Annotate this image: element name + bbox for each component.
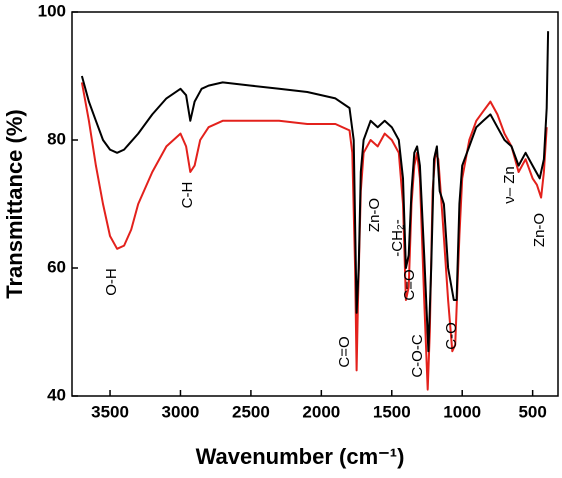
x-tick-label: 1500 (373, 402, 411, 421)
y-axis-title: Transmittance (%) (2, 109, 27, 299)
peak-annotation: C-O (443, 322, 460, 350)
plot-frame (71, 11, 559, 397)
x-axis-title: Wavenumber (cm⁻¹) (196, 444, 405, 469)
peak-annotation: C-H (179, 182, 196, 209)
peak-annotation: Zn-O (366, 198, 383, 232)
y-tick-label: 100 (38, 1, 66, 20)
peak-annotation: Zn-O (531, 213, 548, 247)
peak-annotation: C=O (401, 269, 418, 300)
peak-annotation: ν– Zn (501, 166, 518, 204)
series-line (80, 31, 550, 353)
x-tick-label: 500 (518, 402, 546, 421)
y-tick-label: 80 (47, 129, 66, 148)
x-tick-label: 1000 (443, 402, 481, 421)
y-tick-label: 40 (47, 385, 66, 404)
peak-annotation: C=O (336, 336, 353, 367)
peak-annotation: O-H (103, 268, 120, 296)
x-tick-label: 3000 (162, 402, 200, 421)
peak-annotation: C-O-C (409, 334, 426, 377)
peak-annotation: -CH₂- (389, 219, 406, 256)
x-tick-label: 2500 (232, 402, 270, 421)
series-line (80, 82, 548, 391)
x-tick-label: 3500 (91, 402, 129, 421)
y-tick-label: 60 (47, 257, 66, 276)
x-tick-label: 2000 (302, 402, 340, 421)
